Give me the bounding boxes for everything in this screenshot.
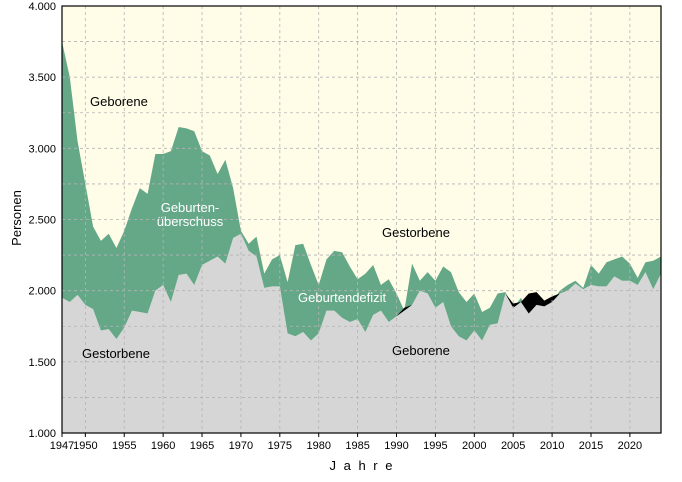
x-tick-label: 2010 bbox=[540, 440, 564, 452]
x-tick-label: 1970 bbox=[229, 440, 253, 452]
label-bottom-births: Geborene bbox=[392, 343, 450, 358]
y-tick-label: 3.500 bbox=[28, 72, 56, 84]
y-tick-label: 3.000 bbox=[28, 143, 56, 155]
x-tick-label: 1995 bbox=[423, 440, 447, 452]
plot-frame bbox=[61, 5, 662, 434]
label-top-births: Geborene bbox=[90, 94, 148, 109]
x-tick-label: 1990 bbox=[384, 440, 408, 452]
x-tick-label: 2020 bbox=[618, 440, 642, 452]
y-tick-label: 1.000 bbox=[28, 428, 56, 440]
birth-surplus-area bbox=[62, 41, 661, 341]
grid-lines bbox=[62, 5, 661, 434]
x-tick-label: 2015 bbox=[579, 440, 603, 452]
x-tick-label: 1947 bbox=[50, 440, 74, 452]
x-tick-label: 1980 bbox=[306, 440, 330, 452]
y-tick-label: 2.500 bbox=[28, 215, 56, 227]
y-tick-label: 1.500 bbox=[28, 357, 56, 369]
y-axis: 1.000 1.500 2.000 2.500 3.000 3.500 4.000 bbox=[28, 1, 56, 440]
label-bottom-deaths: Gestorbene bbox=[82, 346, 150, 361]
x-tick-label: 2000 bbox=[462, 440, 486, 452]
label-surplus-line1: Geburten- bbox=[161, 200, 220, 215]
label-top-deaths: Gestorbene bbox=[382, 225, 450, 240]
x-tick-label: 2005 bbox=[501, 440, 525, 452]
y-tick-label: 2.000 bbox=[28, 286, 56, 298]
x-tick-label: 1955 bbox=[112, 440, 136, 452]
label-surplus-line2: überschuss bbox=[157, 214, 224, 229]
x-tick-label: 1950 bbox=[73, 440, 97, 452]
x-tick-label: 1965 bbox=[190, 440, 214, 452]
x-tick-label: 1985 bbox=[345, 440, 369, 452]
x-tick-label: 1960 bbox=[151, 440, 175, 452]
x-tick-label: 1975 bbox=[268, 440, 292, 452]
y-tick-label: 4.000 bbox=[28, 1, 56, 13]
label-deficit: Geburtendefizit bbox=[298, 290, 387, 305]
y-axis-title: Personen bbox=[9, 190, 24, 246]
x-axis-title: J a h r e bbox=[330, 458, 395, 473]
lower-baseline-area bbox=[62, 233, 661, 433]
